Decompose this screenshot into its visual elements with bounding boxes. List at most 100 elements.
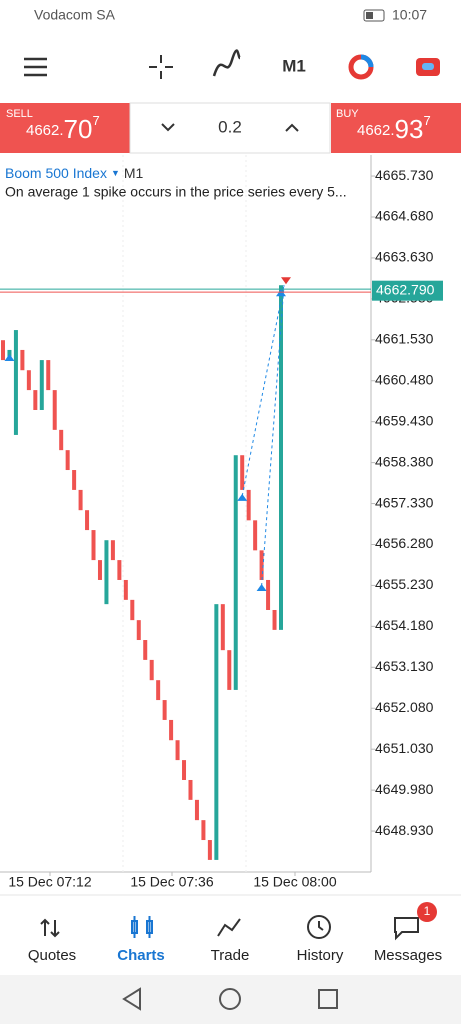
y-tick-label: 4654.180 [375, 617, 434, 633]
buy-label: BUY [336, 108, 359, 120]
candle [72, 470, 77, 490]
buy-price: 4662.937 [357, 113, 431, 143]
candle [78, 489, 83, 511]
tab-label[interactable]: Quotes [28, 947, 76, 964]
lot-size[interactable]: 0.2 [218, 117, 242, 136]
buy-price-main: 93 [395, 114, 424, 144]
sell-arrow [281, 277, 291, 285]
buy-arrow [237, 493, 248, 501]
battery-level [366, 12, 373, 19]
candle [59, 429, 64, 451]
candle [182, 760, 187, 780]
candle [20, 349, 25, 371]
sell-price-prefix: 4662. [26, 122, 64, 139]
symbol-dropdown[interactable]: ▼ [111, 168, 120, 178]
sell-button[interactable] [0, 103, 130, 153]
candle [272, 609, 277, 630]
tab-label[interactable]: Charts [117, 947, 165, 964]
menu-button[interactable] [24, 57, 47, 77]
candle [201, 820, 206, 841]
candle [97, 560, 102, 580]
candle [46, 360, 51, 391]
order-button-accent [422, 63, 434, 70]
system-nav [0, 975, 461, 1024]
candle [39, 360, 44, 410]
y-tick-label: 4658.380 [375, 453, 434, 469]
candle [246, 489, 251, 521]
buy-price-prefix: 4662. [357, 122, 395, 139]
y-tick-label: 4663.630 [375, 249, 434, 265]
candle [162, 700, 167, 720]
timeframe-button[interactable]: M1 [282, 56, 306, 75]
sell-label: SELL [6, 108, 33, 120]
y-tick-label: 4657.330 [375, 494, 434, 510]
candle [240, 455, 245, 490]
candle [143, 640, 148, 660]
chart-timeframe: M1 [124, 165, 144, 181]
candle [91, 530, 96, 561]
home-button[interactable] [219, 988, 241, 1010]
price-tag [372, 280, 443, 301]
lot-decrease[interactable] [161, 123, 175, 132]
y-tick-label: 4661.530 [375, 331, 434, 347]
candle [110, 540, 115, 561]
y-tick-label: 4665.730 [375, 167, 434, 183]
trade-link [261, 285, 285, 587]
battery [363, 9, 385, 22]
y-tick-label: 4656.280 [375, 535, 434, 551]
candle [26, 370, 31, 391]
candle [1, 340, 5, 361]
candle [207, 840, 212, 860]
candle [117, 560, 122, 580]
candle [227, 650, 232, 690]
lot-increase[interactable] [285, 123, 299, 132]
carrier: Vodacom SA [34, 7, 116, 23]
badge-count: 1 [424, 904, 431, 918]
y-tick-label: 4652.080 [375, 699, 434, 715]
recents-button[interactable] [318, 989, 338, 1009]
chart: 4665.7304664.6804663.6304662.5804661.530… [0, 167, 443, 890]
nav-icons [40, 915, 419, 941]
candle [279, 285, 283, 630]
candle [194, 799, 199, 821]
y-tick-label: 4660.480 [375, 371, 434, 387]
tab-bar: Quotes Charts Trade History Messages [28, 947, 442, 964]
y-tick-label: 4664.680 [375, 208, 434, 224]
candle [214, 604, 219, 860]
buy-price-sup: 7 [423, 113, 430, 128]
candle [169, 719, 174, 741]
candle [149, 659, 154, 681]
indicators-button[interactable] [212, 49, 242, 77]
buy-arrow [256, 583, 267, 591]
candle [85, 510, 90, 531]
y-tick-label: 4655.230 [375, 576, 434, 592]
buy-button[interactable] [331, 103, 461, 153]
candle [188, 779, 193, 800]
y-tick-label: 4659.430 [375, 412, 434, 428]
back-button[interactable] [122, 987, 141, 1011]
candle [136, 620, 141, 641]
sell-price-sup: 7 [92, 113, 99, 128]
candle [65, 450, 70, 471]
tab-label[interactable]: History [297, 947, 344, 964]
symbol-description: On average 1 spike occurs in the price s… [5, 184, 347, 200]
candle [220, 604, 225, 651]
candle [259, 550, 264, 580]
trade-link [241, 285, 285, 497]
buy-arrow [276, 289, 286, 297]
x-tick-label: 15 Dec 07:36 [130, 874, 213, 890]
buy-arrow [4, 353, 15, 361]
candle [233, 455, 238, 690]
y-tick-label: 4653.130 [375, 658, 434, 674]
candle [253, 520, 258, 551]
tab-label[interactable]: Messages [374, 947, 442, 964]
tab-label[interactable]: Trade [211, 947, 250, 964]
sell-price: 4662.707 [26, 113, 100, 143]
crosshair-button[interactable] [149, 55, 173, 79]
candle [13, 330, 18, 435]
symbol: Boom 500 Index [5, 165, 107, 181]
chart-header: Boom 500 Index ▼ M1 [5, 165, 144, 181]
candle [104, 540, 109, 605]
candle [156, 680, 161, 701]
